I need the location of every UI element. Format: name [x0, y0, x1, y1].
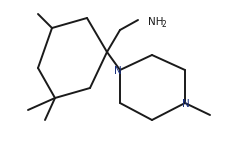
Text: N: N: [114, 66, 122, 76]
Text: N: N: [182, 99, 190, 109]
Text: 2: 2: [162, 20, 167, 29]
Text: NH: NH: [148, 17, 164, 27]
